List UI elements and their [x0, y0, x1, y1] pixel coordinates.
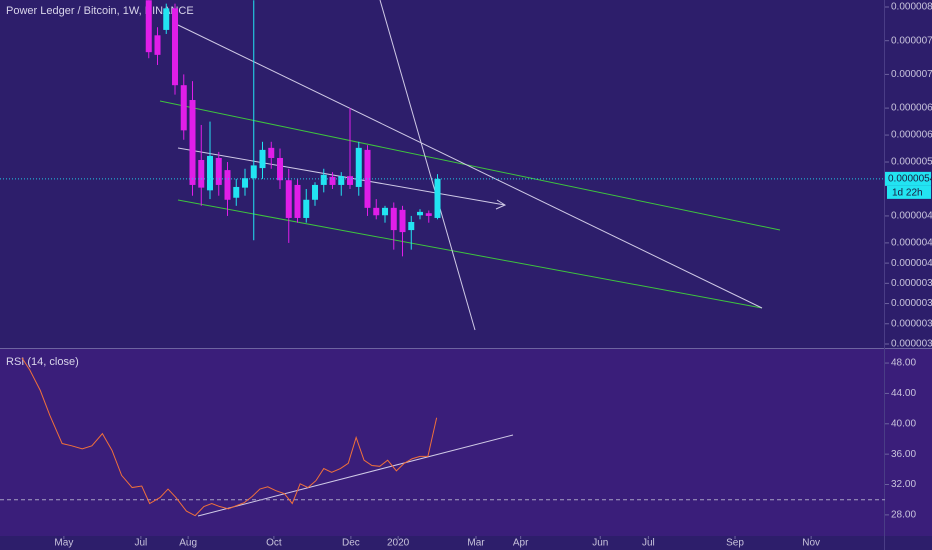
candle-body	[180, 85, 187, 131]
candle-body	[163, 8, 170, 30]
candle-body	[207, 155, 214, 191]
x-tick-label: 2020	[387, 538, 410, 549]
x-tick-label: May	[54, 538, 73, 549]
channel-line	[159, 100, 781, 231]
arrow-head	[495, 199, 507, 210]
y-tick-label: 0.00000330	[891, 318, 932, 329]
y-tick-label: 0.00000360	[891, 298, 932, 309]
candle-body	[224, 170, 231, 200]
price-pane	[0, 0, 932, 348]
x-tick-label: Jul	[134, 538, 147, 549]
candle-body	[242, 178, 249, 188]
candle-body	[233, 186, 240, 198]
rsi-pane	[0, 349, 932, 536]
drawings	[159, 0, 781, 517]
x-tick-label: Aug	[179, 538, 197, 549]
candle-body	[145, 0, 152, 53]
trend-line	[379, 0, 476, 331]
candle-body	[382, 207, 389, 216]
candle-body	[303, 199, 310, 218]
x-tick-label: Jun	[592, 538, 608, 549]
y-tick-label: 28.00	[891, 510, 916, 521]
trend-line	[177, 24, 763, 309]
y-tick-label: 0.00000750	[891, 35, 932, 46]
candle-body	[285, 180, 292, 218]
x-tick-label: Sep	[726, 538, 744, 549]
y-tick-label: 36.00	[891, 449, 916, 460]
rsi-line	[21, 357, 438, 517]
y-tick-label: 0.00000700	[891, 69, 932, 80]
x-tick-label: Jul	[642, 538, 655, 549]
candle-body	[373, 207, 380, 216]
y-tick-label: 0.00000390	[891, 278, 932, 289]
y-tick-label: 0.00000800	[891, 2, 932, 13]
candle-body	[364, 149, 371, 208]
time-axis	[0, 536, 932, 550]
y-tick-label: 0.00000420	[891, 258, 932, 269]
candle-body	[259, 149, 266, 169]
y-tick-label: 0.00000610	[891, 130, 932, 141]
candle-body	[417, 211, 424, 216]
candle-body	[329, 176, 336, 185]
last-price-label: 0.00000545	[888, 174, 932, 185]
rsi-trend-line	[197, 434, 514, 517]
candle-body	[338, 176, 345, 185]
candle-body	[355, 147, 362, 187]
candle-body	[408, 222, 415, 231]
candle-body	[215, 157, 222, 185]
candle-body	[198, 159, 205, 188]
candle-body	[172, 8, 179, 86]
candle-body	[154, 35, 161, 55]
y-tick-label: 32.00	[891, 479, 916, 490]
rsi-title: RSI (14, close)	[6, 356, 79, 368]
x-tick-label: Mar	[467, 538, 485, 549]
y-tick-label: 48.00	[891, 358, 916, 369]
x-tick-label: Dec	[342, 538, 360, 549]
last-price-box	[885, 171, 931, 186]
y-tick-label: 0.00000490	[891, 211, 932, 222]
candle-body	[390, 207, 397, 231]
y-tick-label: 0.00000570	[891, 157, 932, 168]
candle-body	[347, 176, 354, 185]
x-tick-label: Oct	[266, 538, 282, 549]
y-tick-label: 0.00000450	[891, 238, 932, 249]
countdown-box	[887, 185, 931, 199]
candle-body	[312, 184, 319, 200]
x-tick-label: Apr	[513, 538, 529, 549]
x-tick-label: Nov	[802, 538, 820, 549]
candle-body	[268, 147, 275, 158]
channel-line	[177, 199, 763, 309]
y-tick-label: 44.00	[891, 388, 916, 399]
candle-body	[277, 157, 284, 181]
candle-body	[320, 174, 327, 185]
countdown-label: 1d 22h	[892, 188, 923, 199]
candle-body	[434, 178, 441, 218]
candle-body	[425, 213, 432, 216]
y-tick-label: 40.00	[891, 418, 916, 429]
candle-body	[294, 184, 301, 218]
candle-body	[250, 165, 257, 179]
y-tick-label: 0.00000300	[891, 339, 932, 350]
y-tick-label: 0.00000650	[891, 103, 932, 114]
candle-body	[189, 100, 196, 185]
candle-body	[399, 209, 406, 233]
